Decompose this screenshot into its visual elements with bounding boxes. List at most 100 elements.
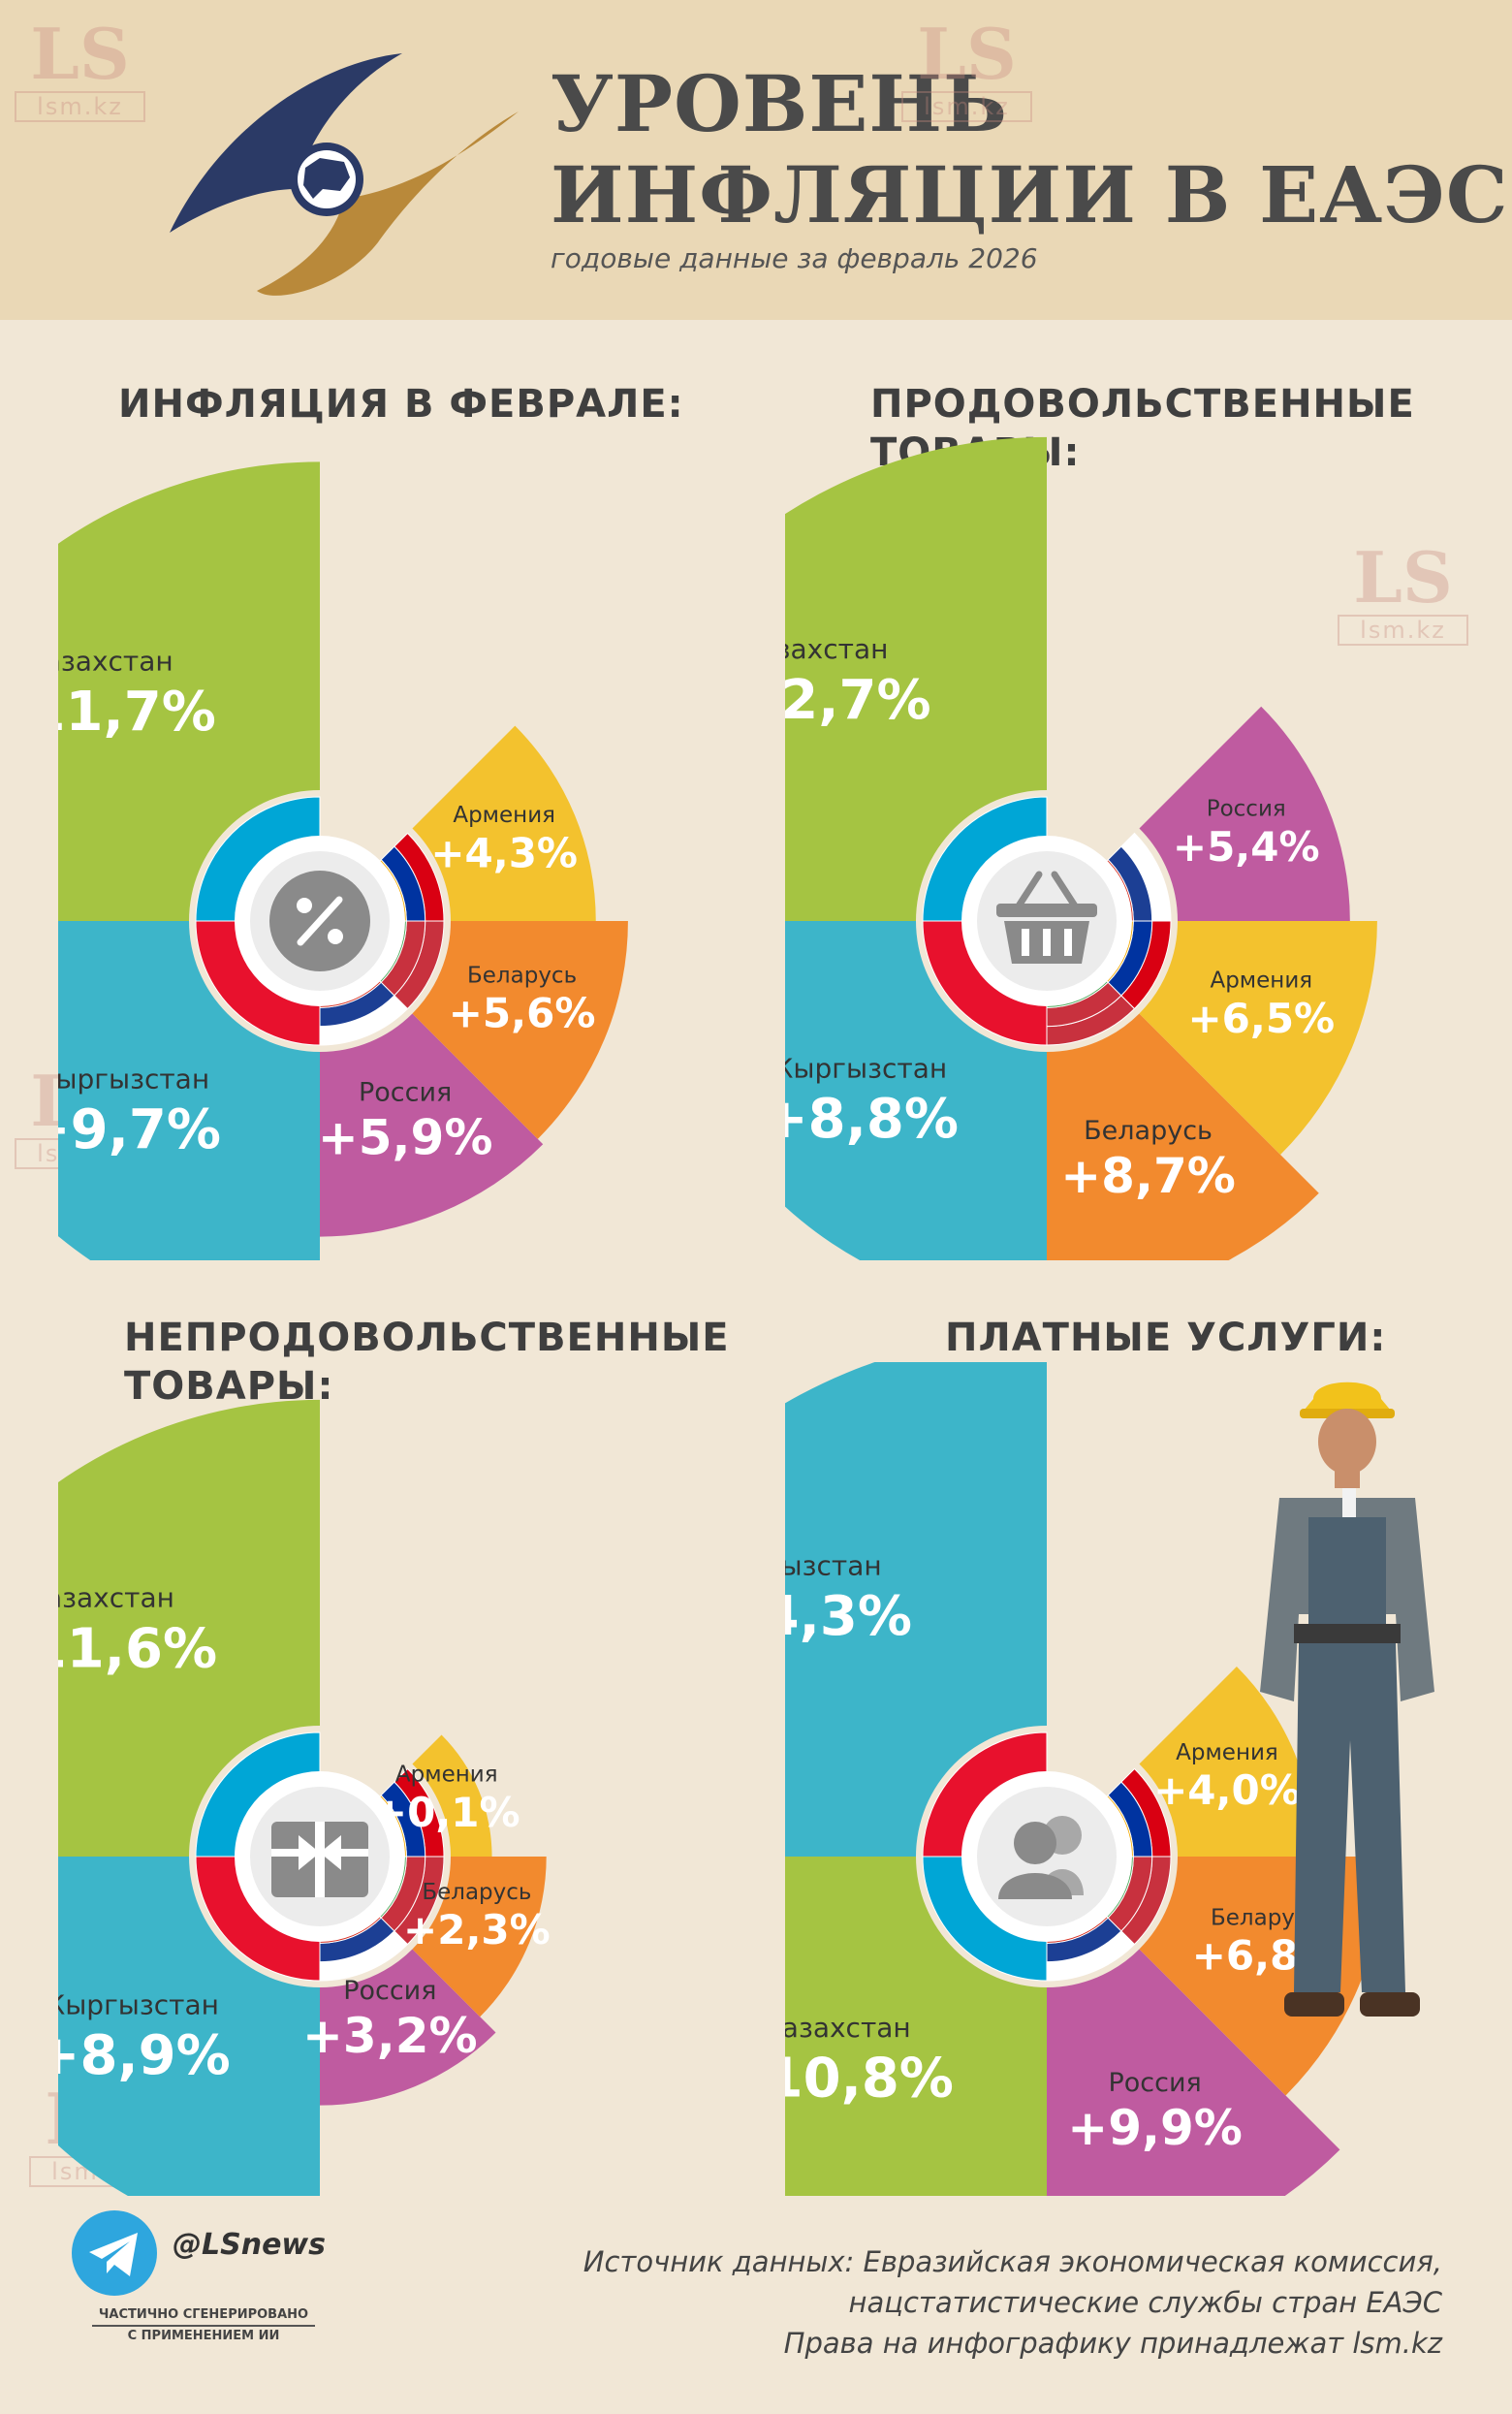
slice-4-value-label: +2,3% [403,1906,551,1953]
slice-4-country-label: Беларусь [422,1880,531,1905]
watermark-small: lsm.kz [1338,615,1468,646]
slice-3 [320,1949,496,2106]
slice-4-country-label: Беларусь [467,963,577,988]
slice-4 [1139,921,1377,1156]
slice-2-country-label: Кыргызстан [58,1989,219,2021]
slice-1-country-label: Казахстан [785,633,888,665]
slice-3-value-label: +9,9% [1067,2100,1243,2156]
chart-food: Казахстан +12,7% Кыргызстан +8,8% Беларусь+8… [785,436,1377,1260]
people-icon [998,1816,1084,1899]
slice-5 [412,725,596,921]
source-note: Источник данных: Евразийская экономическ… [583,2241,1442,2364]
slice-5 [412,1734,492,1857]
slice-1-value-label: +12,7% [785,669,931,732]
slice-2 [785,1857,1047,2196]
basket-icon [996,871,1097,964]
ai-disclaimer-line-2: С ПРИМЕНЕНИЕМ ИИ [92,2325,315,2346]
watermark-logo: LS lsm.kz [1338,543,1468,646]
slice-1-value-label: +11,6% [58,1617,217,1680]
percent-icon [269,871,370,971]
chart-labels: Кыргызстан+14,3% Казахстан+10,8% Россия+9,… [785,1550,1339,2156]
slice-2-country-label: Кыргызстан [785,1052,947,1084]
slice-5-value-label: +4,3% [430,829,578,876]
chart-slices [58,1399,547,2196]
slice-1-value-label: +11,7% [58,681,216,744]
page-title: УРОВЕНЬ ИНФЛЯЦИИ В ЕАЭС [551,58,1509,240]
slice-2 [58,1857,320,2196]
slice-4 [412,921,628,1139]
slice-3-country-label: Россия [1108,2068,1201,2098]
slice-1 [58,461,320,921]
chart-slices [785,436,1377,1260]
gift-box-icon [271,1822,368,1897]
watermark-logo: LS lsm.kz [15,19,145,122]
slice-1-value-label: +14,3% [785,1585,912,1648]
slice-5-country-label: Армения [395,1763,498,1788]
slice-5 [1139,706,1350,921]
chart-labels: Казахстан +12,7% Кыргызстан +8,8% Беларусь+8… [785,633,1335,1204]
panel-title-services: ПЛАТНЫЕ УСЛУГИ: [945,1314,1386,1362]
slice-5-country-label: Армения [453,803,555,828]
panel-title-line-1: ПРОДОВОЛЬСТВЕННЫЕ [870,382,1415,427]
slice-5-value-label: +4,0% [1153,1766,1301,1814]
slice-3-country-label: Россия [343,1976,436,2006]
slice-3-value-label: +3,2% [302,2008,478,2064]
title-line-2: ИНФЛЯЦИИ В ЕАЭС [551,149,1509,240]
title-line-1: УРОВЕНЬ [551,58,1008,149]
slice-3-value-label: +5,9% [318,1109,493,1165]
slice-3-country-label: Беларусь [1084,1116,1213,1146]
slice-2 [785,921,1047,1260]
watermark-big: LS [30,13,130,95]
slice-2-value-label: +10,8% [785,2047,954,2110]
slice-3 [320,1013,544,1237]
slice-5-value-label: +5,4% [1173,823,1320,871]
slice-5 [1139,1667,1316,1857]
slice-4-value-label: +5,6% [449,989,596,1036]
chart-labels: Казахстан +11,7% Кыргызстан+9,7% Россия+5,9… [58,645,595,1165]
chart-slices [58,461,628,1260]
slice-1 [785,436,1047,921]
slice-2-value-label: +9,7% [58,1098,221,1161]
slice-1-country-label: Кыргызстан [785,1550,882,1582]
slice-2-value-label: +8,9% [58,2024,231,2087]
source-line-2: нацстатистические службы стран ЕАЭС [848,2286,1442,2319]
page-subtitle: годовые данные за февраль 2026 [551,242,1038,274]
panel-title-line-1: НЕПРОДОВОЛЬСТВЕННЫЕ [124,1316,730,1360]
slice-2-country-label: Кыргызстан [58,1063,209,1095]
ai-disclaimer-line-1: ЧАСТИЧНО СГЕНЕРИРОВАНО [98,2307,309,2322]
slice-1-country-label: Казахстан [58,645,173,677]
slice-3-value-label: +8,7% [1060,1148,1236,1204]
chart-services: Кыргызстан+14,3% Казахстан+10,8% Россия+9,… [785,1362,1385,2196]
telegram-handle-link[interactable]: @LSnews [173,2228,326,2262]
watermark-small: lsm.kz [901,91,1032,122]
worker-illustration [1260,1382,1434,2017]
slice-3-country-label: Россия [359,1077,452,1107]
header-banner: УРОВЕНЬ ИНФЛЯЦИИ В ЕАЭС годовые данные з… [0,0,1512,320]
panel-title-line-1: ИНФЛЯЦИЯ В ФЕВРАЛЕ: [118,382,684,427]
slice-2-value-label: +8,8% [785,1088,959,1151]
slice-1 [58,1399,320,1857]
chart-labels: Казахстан+11,6% Кыргызстан+8,9% Россия+3,2… [58,1582,551,2087]
chart-inflation: Казахстан +11,7% Кыргызстан+9,7% Россия+5,9… [58,461,628,1260]
eaeu-logo-icon [170,53,519,296]
slice-1 [785,1362,1047,1857]
slice-5-country-label: Россия [1207,797,1286,822]
slice-4 [412,1857,547,2017]
watermark-big: LS [1353,536,1453,619]
slice-1-country-label: Казахстан [58,1582,174,1614]
panel-title-inflation: ИНФЛЯЦИЯ В ФЕВРАЛЕ: [118,380,684,429]
slice-3 [1047,1013,1319,1260]
slice-5-country-label: Армения [1176,1740,1278,1765]
watermark-logo: LS lsm.kz [901,19,1032,122]
watermark-big: LS [917,13,1017,95]
slice-4-country-label: Армения [1210,969,1312,994]
slice-2 [58,921,320,1260]
telegram-icon[interactable] [70,2208,159,2298]
slice-4-value-label: +6,5% [1187,995,1335,1042]
slice-3 [1047,1949,1340,2196]
watermark-small: lsm.kz [15,91,145,122]
ai-disclaimer: ЧАСТИЧНО СГЕНЕРИРОВАНО С ПРИМЕНЕНИЕМ ИИ [92,2305,315,2346]
panel-title-line-1: ПЛАТНЫЕ УСЛУГИ: [945,1316,1387,1360]
source-line-1: Источник данных: Евразийская экономическ… [583,2245,1442,2278]
chart-nonfood: Казахстан+11,6% Кыргызстан+8,9% Россия+3,2… [58,1399,551,2196]
